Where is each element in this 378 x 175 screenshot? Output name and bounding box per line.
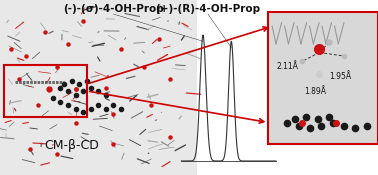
Text: (-)-(σ)-4-OH-Prop: (-)-(σ)-4-OH-Prop xyxy=(63,4,164,14)
FancyBboxPatch shape xyxy=(0,0,197,175)
Text: CM-β-CD: CM-β-CD xyxy=(44,139,99,152)
FancyBboxPatch shape xyxy=(268,12,378,144)
Text: (+)-(R)-4-OH-Prop: (+)-(R)-4-OH-Prop xyxy=(155,4,260,14)
Text: 1.89Å: 1.89Å xyxy=(305,86,327,96)
Text: 2.11Å: 2.11Å xyxy=(276,62,298,71)
Text: 1.95Å: 1.95Å xyxy=(329,72,351,82)
